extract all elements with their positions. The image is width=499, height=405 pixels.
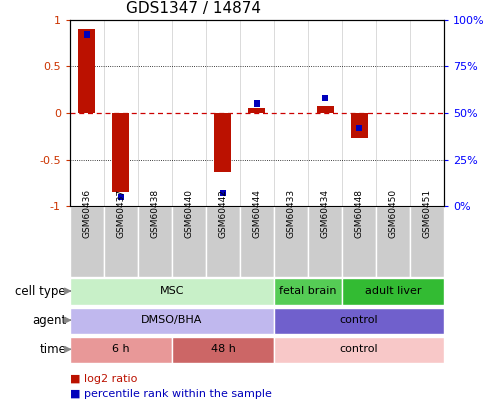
Text: GSM60451: GSM60451: [423, 189, 432, 238]
Text: GSM60437: GSM60437: [116, 189, 125, 238]
Bar: [410, 206, 444, 277]
Text: GSM60433: GSM60433: [286, 189, 295, 238]
Bar: [240, 206, 274, 277]
Text: time: time: [39, 343, 66, 356]
Bar: [84, 32, 90, 38]
Text: GSM60438: GSM60438: [150, 189, 159, 238]
Text: MSC: MSC: [160, 286, 184, 296]
Bar: [274, 308, 444, 334]
Bar: [274, 337, 444, 363]
Bar: [78, 29, 95, 113]
Bar: [70, 279, 274, 305]
Text: fetal brain: fetal brain: [279, 286, 337, 296]
Text: ■ log2 ratio: ■ log2 ratio: [70, 374, 137, 384]
Bar: [322, 95, 328, 101]
Bar: [138, 206, 172, 277]
Text: 48 h: 48 h: [211, 344, 236, 354]
Text: GDS1347 / 14874: GDS1347 / 14874: [126, 1, 261, 16]
Text: adult liver: adult liver: [365, 286, 421, 296]
Bar: [70, 337, 172, 363]
Text: 6 h: 6 h: [112, 344, 130, 354]
Text: ■ percentile rank within the sample: ■ percentile rank within the sample: [70, 389, 272, 399]
Text: GSM60450: GSM60450: [389, 189, 398, 238]
Bar: [112, 113, 129, 192]
Bar: [118, 194, 124, 200]
Bar: [350, 113, 368, 138]
Text: control: control: [340, 344, 378, 354]
Text: control: control: [340, 315, 378, 325]
Text: GSM60440: GSM60440: [185, 189, 194, 238]
Text: GSM60442: GSM60442: [219, 189, 228, 238]
Bar: [104, 206, 138, 277]
Bar: [172, 206, 206, 277]
Text: GSM60434: GSM60434: [320, 189, 329, 238]
Bar: [274, 279, 342, 305]
Bar: [215, 113, 232, 172]
Bar: [249, 108, 265, 113]
Bar: [172, 337, 274, 363]
Text: GSM60436: GSM60436: [82, 189, 91, 238]
Bar: [376, 206, 410, 277]
Bar: [274, 206, 308, 277]
Bar: [70, 308, 274, 334]
Bar: [342, 206, 376, 277]
Text: GSM60448: GSM60448: [355, 189, 364, 238]
Bar: [220, 190, 226, 196]
Bar: [308, 206, 342, 277]
Bar: [70, 206, 104, 277]
Bar: [254, 100, 260, 107]
Text: DMSO/BHA: DMSO/BHA: [141, 315, 203, 325]
Text: agent: agent: [32, 314, 66, 327]
Bar: [316, 107, 333, 113]
Bar: [356, 125, 362, 131]
Bar: [342, 279, 444, 305]
Text: cell type: cell type: [15, 285, 66, 298]
Bar: [206, 206, 240, 277]
Text: GSM60444: GSM60444: [252, 189, 261, 238]
